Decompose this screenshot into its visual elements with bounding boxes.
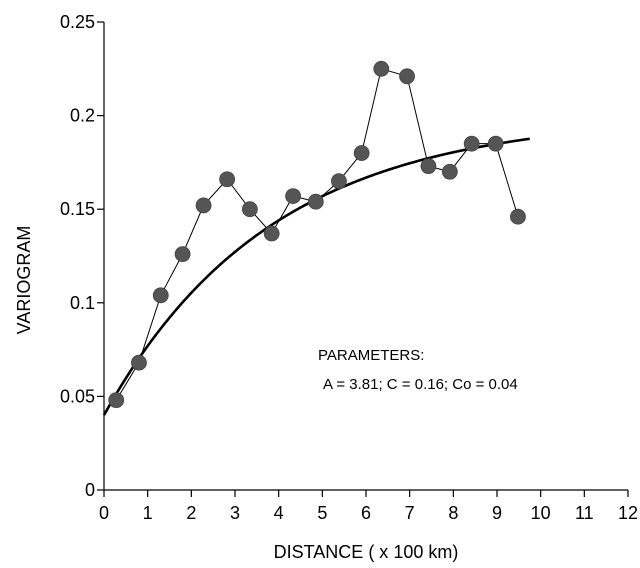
- data-point: [241, 201, 258, 218]
- data-point: [108, 392, 125, 409]
- fitted-model-curve: [102, 137, 530, 416]
- data-point: [331, 173, 347, 190]
- data-point: [441, 163, 458, 180]
- y-tick-label: 0.15: [60, 199, 95, 219]
- data-point: [307, 193, 324, 210]
- data-point: [219, 171, 236, 188]
- experimental-series-layer: [108, 60, 526, 409]
- y-tick-label: 0.2: [70, 106, 95, 126]
- x-tick-label: 2: [186, 503, 196, 523]
- y-tick-label: 0.25: [60, 12, 95, 32]
- y-tick-label: 0.1: [70, 293, 95, 313]
- parameters-heading: PARAMETERS:: [318, 347, 424, 364]
- x-tick-label: 8: [448, 503, 458, 523]
- x-tick-label: 4: [274, 503, 284, 523]
- x-tick-label: 0: [99, 503, 109, 523]
- axes: [97, 21, 629, 497]
- x-tick-label: 11: [575, 503, 594, 523]
- model-curve-layer: [102, 137, 530, 416]
- data-point: [263, 225, 280, 242]
- data-point: [195, 197, 212, 214]
- data-point: [131, 354, 147, 371]
- data-point: [373, 60, 390, 77]
- x-tick-label: 7: [405, 503, 415, 523]
- x-tick-label: 12: [618, 503, 638, 523]
- parameters-values: A = 3.81; C = 0.16; Co = 0.04: [323, 376, 518, 393]
- data-point: [152, 287, 169, 304]
- data-point: [174, 246, 191, 263]
- data-point: [353, 145, 370, 161]
- data-point: [463, 135, 480, 152]
- data-point: [420, 158, 437, 175]
- x-axis-title: DISTANCE ( x 100 km): [274, 542, 459, 562]
- x-tick-label: 6: [361, 503, 371, 523]
- y-axis-title: VARIOGRAM: [14, 226, 34, 335]
- y-tick-label: 0: [85, 480, 95, 500]
- data-point: [510, 208, 526, 225]
- x-tick-label: 9: [492, 503, 502, 523]
- x-tick-label: 3: [230, 503, 240, 523]
- data-point: [399, 68, 415, 85]
- data-point: [285, 188, 301, 204]
- x-tick-label: 1: [143, 503, 153, 523]
- y-tick-label: 0.05: [60, 386, 95, 406]
- data-point: [487, 135, 504, 152]
- x-tick-label: 10: [531, 503, 551, 523]
- x-tick-label: 5: [317, 503, 327, 523]
